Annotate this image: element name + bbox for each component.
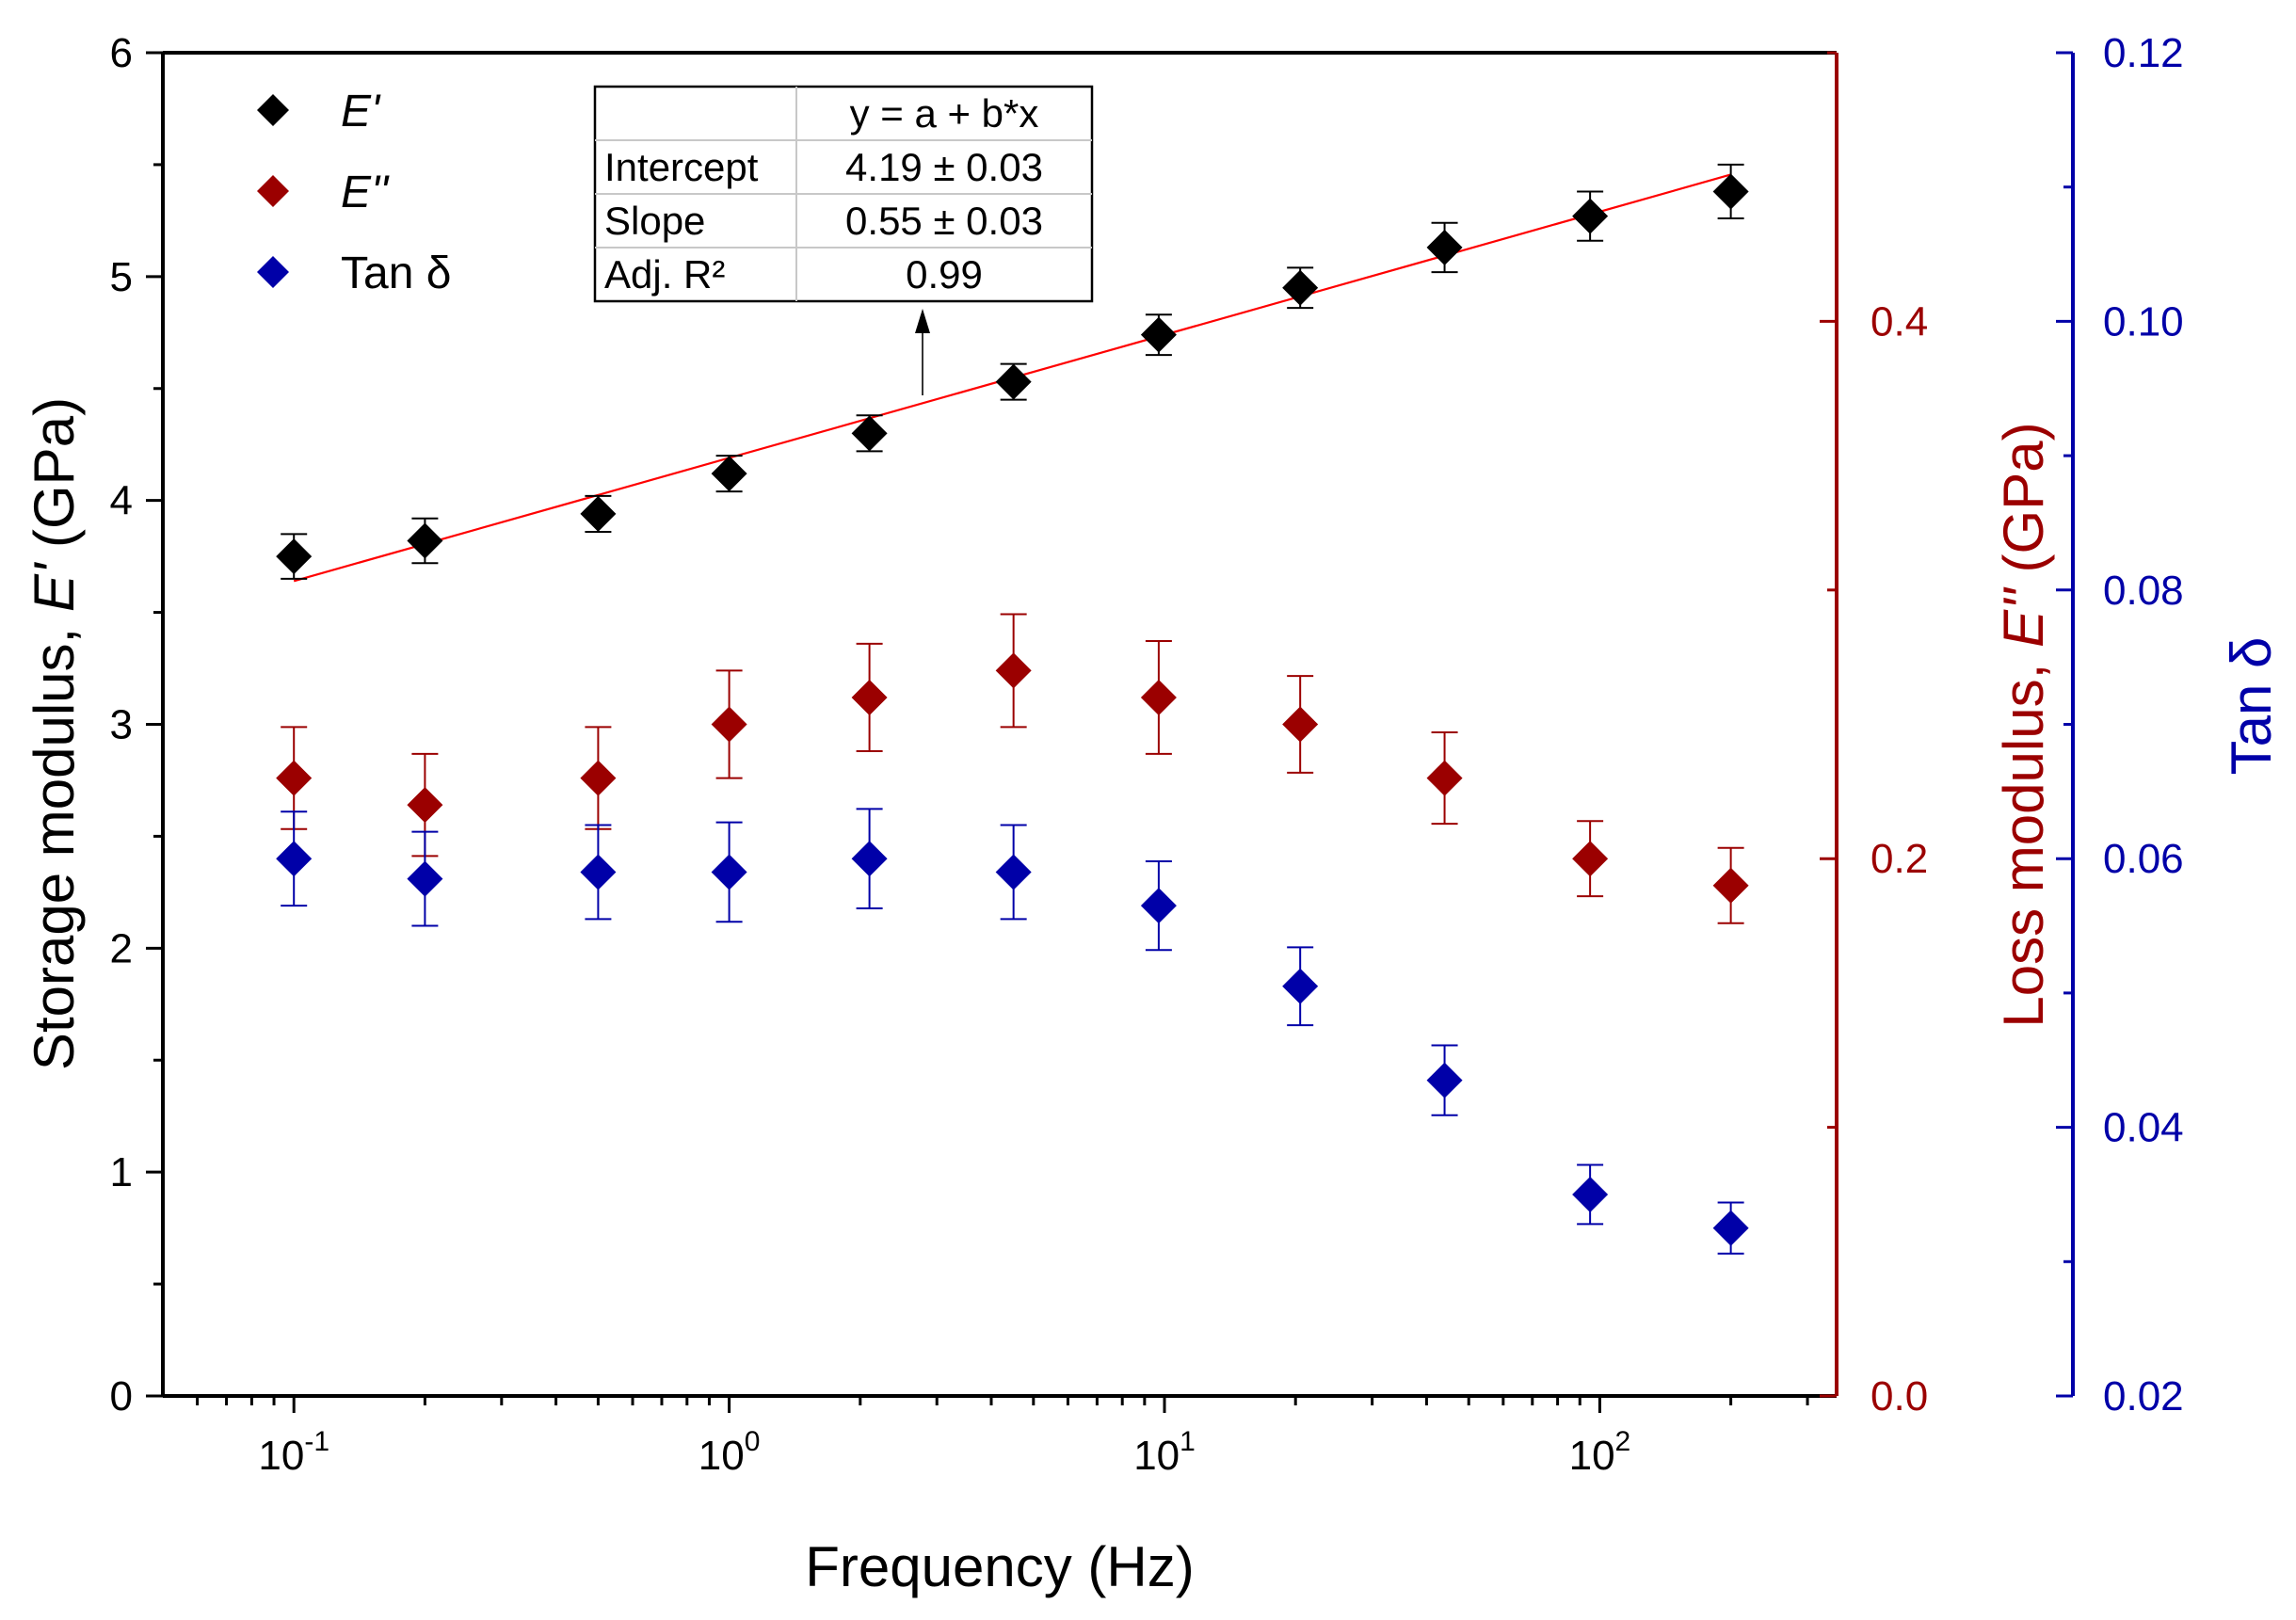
x-tick-label: 10-1	[258, 1426, 329, 1479]
far-right-tick-label: 0.12	[2103, 30, 2184, 76]
far-right-axis-title: Tan δ	[2220, 637, 2283, 776]
data-point	[276, 538, 313, 575]
legend-marker	[257, 256, 289, 288]
data-point	[1140, 888, 1177, 924]
table-row-label: Slope	[604, 199, 705, 243]
x-tick-label: 102	[1569, 1426, 1631, 1479]
table-pointer-arrowhead	[915, 309, 930, 333]
far-right-tick-label: 0.06	[2103, 836, 2184, 882]
x-axis-title: Frequency (Hz)	[805, 1535, 1194, 1598]
series-left	[276, 163, 1749, 580]
legend: E' E'' Tan δ	[257, 87, 451, 298]
legend-label: Tan δ	[341, 249, 451, 298]
far-right-tick-label: 0.02	[2103, 1373, 2184, 1420]
data-point	[851, 841, 888, 877]
axes: 0 1 2 3 4 5 6 0.0 0.2 0.4 0.02 0.04 0.06 0.08 0.10 0.12…	[23, 30, 2283, 1598]
left-axis-title: Storage modulus, E' (GPa)	[23, 397, 86, 1070]
data-point	[580, 495, 617, 532]
legend-marker	[257, 94, 289, 126]
right-tick-label: 0.4	[1871, 298, 1928, 345]
right-axis-title: Loss modulus, E'' (GPa)	[1992, 422, 2055, 1027]
data-point	[995, 363, 1032, 400]
left-tick-label: 3	[110, 702, 133, 748]
data-point	[1282, 968, 1319, 1004]
data-point	[995, 854, 1032, 890]
data-point	[407, 522, 443, 559]
left-tick-label: 1	[110, 1149, 133, 1195]
data-point	[851, 679, 888, 715]
left-tick-label: 6	[110, 30, 133, 76]
data-point	[711, 854, 747, 890]
data-point	[276, 841, 313, 877]
table-row-value: 4.19 ± 0.03	[845, 145, 1043, 189]
data-point	[1572, 1176, 1609, 1212]
data-point	[1140, 679, 1177, 715]
far-right-tick-label: 0.08	[2103, 568, 2184, 614]
right-tick-label: 0.2	[1871, 836, 1928, 882]
table-row-label: Adj. R²	[604, 252, 725, 297]
data-point	[851, 415, 888, 452]
far-right-tick-label: 0.10	[2103, 298, 2184, 345]
data-point	[276, 760, 313, 796]
data-point	[580, 854, 617, 890]
data-point	[1572, 198, 1609, 234]
table-row-value: 0.99	[906, 252, 983, 297]
data-point	[1282, 269, 1319, 306]
table-header: y = a + b*x	[850, 91, 1039, 136]
x-tick-label: 101	[1133, 1426, 1196, 1479]
x-tick-label: 100	[698, 1426, 761, 1479]
left-tick-label: 0	[110, 1373, 133, 1420]
data-point	[711, 456, 747, 492]
data-points	[276, 163, 1749, 1255]
data-point	[1712, 1210, 1749, 1246]
legend-label: E''	[341, 168, 390, 217]
left-tick-label: 5	[110, 254, 133, 300]
left-tick-label: 4	[110, 478, 133, 524]
table-row-value: 0.55 ± 0.03	[845, 199, 1043, 243]
data-point	[1712, 173, 1749, 210]
data-point	[1426, 229, 1463, 265]
data-point	[1426, 1062, 1463, 1099]
data-point	[1572, 841, 1609, 877]
left-tick-label: 2	[110, 925, 133, 971]
data-point	[1426, 760, 1463, 796]
data-point	[407, 860, 443, 897]
data-point	[995, 652, 1032, 689]
data-point	[711, 706, 747, 743]
legend-marker	[257, 175, 289, 207]
data-point	[407, 787, 443, 824]
data-point	[580, 760, 617, 796]
data-point	[1140, 316, 1177, 353]
far-right-tick-label: 0.04	[2103, 1105, 2184, 1151]
series-far_right	[276, 808, 1749, 1255]
table-row-label: Intercept	[604, 145, 759, 189]
data-point	[1282, 706, 1319, 743]
fit-results-table: y = a + b*x Intercept 4.19 ± 0.03 Slope 0.55…	[593, 85, 1094, 395]
right-tick-label: 0.0	[1871, 1373, 1928, 1420]
legend-label: E'	[341, 87, 381, 136]
data-point	[1712, 867, 1749, 904]
